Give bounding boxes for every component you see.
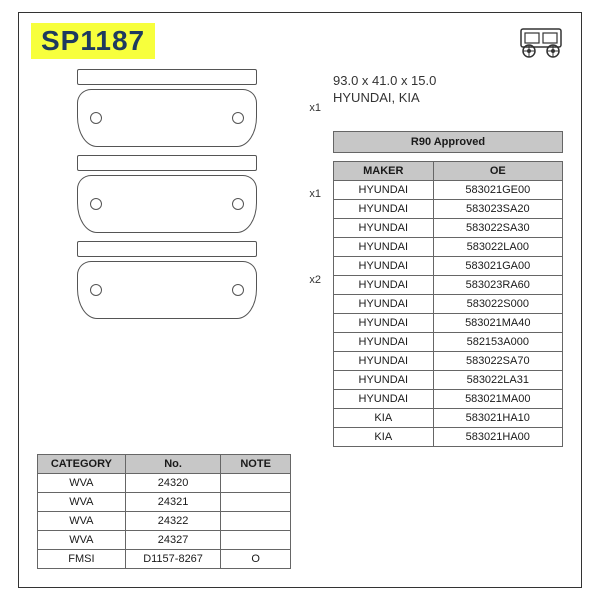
table-cell [221, 512, 291, 531]
table-row: HYUNDAI583021GA00 [334, 257, 563, 276]
table-cell: 583021MA00 [433, 390, 562, 409]
table-cell: 583021HA10 [433, 409, 562, 428]
table-cell: HYUNDAI [334, 314, 434, 333]
table-cell: HYUNDAI [334, 181, 434, 200]
table-cell: 583023SA20 [433, 200, 562, 219]
pad-group: x1 [37, 69, 297, 147]
table-cell: 583022SA70 [433, 352, 562, 371]
table-row: HYUNDAI583022SA70 [334, 352, 563, 371]
table-cell: WVA [38, 474, 126, 493]
pad-top-view [77, 155, 257, 171]
table-row: HYUNDAI583021GE00 [334, 181, 563, 200]
table-cell: HYUNDAI [334, 333, 434, 352]
table-cell: 24327 [125, 531, 220, 550]
pad-top-view [77, 69, 257, 85]
table-row: HYUNDAI583023RA60 [334, 276, 563, 295]
table-cell: 583021GA00 [433, 257, 562, 276]
makers-text: HYUNDAI, KIA [333, 90, 563, 105]
table-row: HYUNDAI583021MA40 [334, 314, 563, 333]
table-cell: WVA [38, 493, 126, 512]
table-cell: HYUNDAI [334, 371, 434, 390]
part-number: SP1187 [31, 23, 155, 59]
table-row: HYUNDAI582153A000 [334, 333, 563, 352]
table-cell: 583021GE00 [433, 181, 562, 200]
pad-qty: x1 [309, 102, 321, 114]
approval-badge: R90 Approved [333, 131, 563, 153]
table-cell: WVA [38, 531, 126, 550]
dimensions-block: 93.0 x 41.0 x 15.0 HYUNDAI, KIA [333, 73, 563, 107]
dimensions-text: 93.0 x 41.0 x 15.0 [333, 73, 563, 88]
pad-top-view [77, 241, 257, 257]
table-cell: HYUNDAI [334, 200, 434, 219]
table-cell: FMSI [38, 550, 126, 569]
table-row: HYUNDAI583022SA30 [334, 219, 563, 238]
table-cell: O [221, 550, 291, 569]
table-cell: KIA [334, 428, 434, 447]
table-row: WVA24320 [38, 474, 291, 493]
table-row: WVA24327 [38, 531, 291, 550]
pad-outline [77, 89, 257, 147]
table-row: KIA583021HA10 [334, 409, 563, 428]
table-cell: 583022S000 [433, 295, 562, 314]
oe-table: MAKEROE HYUNDAI583021GE00HYUNDAI583023SA… [333, 161, 563, 447]
table-cell: HYUNDAI [334, 257, 434, 276]
table-cell: HYUNDAI [334, 276, 434, 295]
table-header: No. [125, 455, 220, 474]
table-row: HYUNDAI583022S000 [334, 295, 563, 314]
table-row: WVA24322 [38, 512, 291, 531]
table-cell: 583023RA60 [433, 276, 562, 295]
pad-qty: x1 [309, 188, 321, 200]
table-cell [221, 531, 291, 550]
table-row: HYUNDAI583023SA20 [334, 200, 563, 219]
pad-outline [77, 261, 257, 319]
spec-sheet: SP1187 93.0 x 41.0 x 15.0 HYUNDAI, KIA x… [18, 12, 582, 588]
pad-outline [77, 175, 257, 233]
table-cell: 583022LA31 [433, 371, 562, 390]
table-cell: 583022LA00 [433, 238, 562, 257]
table-cell [221, 474, 291, 493]
table-cell: 583021HA00 [433, 428, 562, 447]
table-row: HYUNDAI583022LA31 [334, 371, 563, 390]
table-cell [221, 493, 291, 512]
pad-qty: x2 [309, 274, 321, 286]
table-header: MAKER [334, 162, 434, 181]
pad-diagram: x1 x1 x2 [37, 69, 297, 327]
table-row: HYUNDAI583022LA00 [334, 238, 563, 257]
table-cell: HYUNDAI [334, 352, 434, 371]
table-cell: D1157-8267 [125, 550, 220, 569]
table-cell: 583021MA40 [433, 314, 562, 333]
table-cell: 24321 [125, 493, 220, 512]
table-header: CATEGORY [38, 455, 126, 474]
table-header: OE [433, 162, 562, 181]
pad-group: x1 [37, 155, 297, 233]
table-row: KIA583021HA00 [334, 428, 563, 447]
table-cell: KIA [334, 409, 434, 428]
table-header: NOTE [221, 455, 291, 474]
table-cell: 582153A000 [433, 333, 562, 352]
table-cell: HYUNDAI [334, 238, 434, 257]
table-row: HYUNDAI583021MA00 [334, 390, 563, 409]
table-cell: HYUNDAI [334, 390, 434, 409]
table-cell: WVA [38, 512, 126, 531]
pad-group: x2 [37, 241, 297, 319]
table-cell: 583022SA30 [433, 219, 562, 238]
category-table: CATEGORYNo.NOTE WVA24320WVA24321WVA24322… [37, 454, 291, 569]
table-cell: HYUNDAI [334, 295, 434, 314]
vehicle-icon [517, 21, 567, 66]
table-row: WVA24321 [38, 493, 291, 512]
table-cell: 24320 [125, 474, 220, 493]
table-row: FMSID1157-8267O [38, 550, 291, 569]
table-cell: HYUNDAI [334, 219, 434, 238]
table-cell: 24322 [125, 512, 220, 531]
